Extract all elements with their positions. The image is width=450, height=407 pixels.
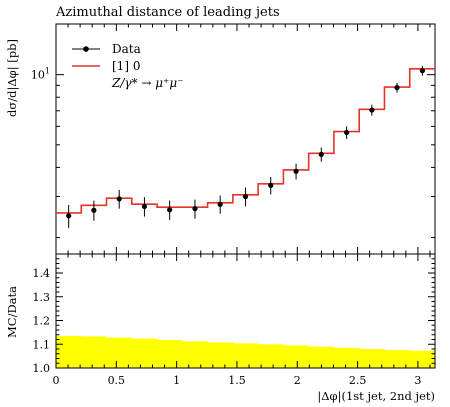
ratio-band-bin bbox=[81, 336, 107, 368]
data-point bbox=[192, 206, 198, 212]
data-point bbox=[318, 151, 324, 157]
y-tick-label: 101 bbox=[31, 67, 50, 82]
ratio-band-bin bbox=[333, 347, 360, 368]
ratio-band-bin bbox=[283, 345, 309, 368]
data-point bbox=[116, 196, 122, 202]
x-tick-label: 0 bbox=[53, 374, 60, 387]
x-axis-label: |Δφ|(1st jet, 2nd jet) bbox=[317, 389, 435, 404]
ratio-band-bin bbox=[359, 349, 385, 368]
ratio-band-bin bbox=[308, 346, 335, 368]
ratio-y-tick-label: 1.2 bbox=[33, 315, 51, 328]
data-point bbox=[141, 203, 148, 210]
data-point bbox=[293, 168, 299, 174]
ratio-band-bin bbox=[207, 342, 234, 368]
data-point bbox=[66, 213, 72, 219]
ratio-x-ticks: 0 0.5 1 1.5 2 2.5 3 bbox=[53, 254, 431, 387]
ratio-plot-panel: 1.0 1.1 1.2 1.3 1.4 0 0.5 1 1.5 2 2.5 3 bbox=[33, 253, 436, 387]
ratio-band-bin bbox=[157, 339, 183, 368]
y-tick-label-exponent: 1 bbox=[45, 67, 50, 76]
legend-data-marker bbox=[83, 46, 89, 52]
main-x-ticks bbox=[55, 24, 431, 254]
ratio-band-bin bbox=[258, 344, 284, 368]
legend: Data [1] 0 Z/γ* → μ⁺μ⁻ bbox=[72, 42, 184, 90]
x-tick-label: 1.5 bbox=[228, 374, 246, 387]
legend-entry-data: Data bbox=[112, 42, 141, 56]
data-point bbox=[91, 207, 97, 213]
ratio-band bbox=[56, 335, 436, 368]
ratio-band-bin bbox=[131, 338, 158, 368]
data-point bbox=[242, 193, 249, 200]
legend-entry-process: Z/γ* → μ⁺μ⁻ bbox=[111, 76, 184, 90]
x-tick-label: 3 bbox=[414, 374, 421, 387]
mc-histogram-line bbox=[56, 67, 436, 214]
y-tick-label-base: 10 bbox=[31, 69, 45, 82]
ratio-y-tick-label: 1.3 bbox=[33, 291, 51, 304]
ratio-y-tick-label: 1.4 bbox=[33, 267, 51, 280]
ratio-y-tick-label: 1.1 bbox=[33, 338, 51, 351]
x-tick-label: 2.5 bbox=[349, 374, 367, 387]
histogram-layer bbox=[56, 67, 436, 214]
data-point bbox=[394, 85, 400, 91]
ratio-band-bin bbox=[182, 341, 208, 368]
main-plot-panel: 101 Data [1] 0 Z/γ* → μ⁺μ⁻ bbox=[31, 23, 436, 255]
ratio-y-axis-label: MC/Data bbox=[5, 286, 19, 338]
x-tick-label: 2 bbox=[294, 374, 301, 387]
main-y-ticks: 101 bbox=[31, 67, 435, 239]
legend-entry-mc: [1] 0 bbox=[112, 59, 140, 73]
ratio-y-ticks: 1.0 1.1 1.2 1.3 1.4 bbox=[33, 253, 435, 375]
x-tick-label: 1 bbox=[173, 374, 180, 387]
data-points-layer bbox=[66, 65, 425, 228]
ratio-band-bin bbox=[106, 337, 133, 368]
ratio-band-bin bbox=[409, 350, 436, 368]
data-point bbox=[217, 201, 223, 207]
data-point bbox=[369, 107, 375, 113]
main-y-axis-label: dσ/d|Δφ| [pb] bbox=[5, 39, 20, 117]
x-tick-label: 0.5 bbox=[108, 374, 126, 387]
data-point bbox=[268, 182, 274, 188]
ratio-band-bin bbox=[384, 350, 411, 368]
chart-title: Azimuthal distance of leading jets bbox=[55, 5, 280, 20]
data-point bbox=[344, 129, 350, 136]
ratio-band-bin bbox=[56, 335, 82, 368]
data-point bbox=[167, 207, 173, 213]
data-point bbox=[419, 68, 425, 74]
ratio-y-tick-label: 1.0 bbox=[33, 362, 51, 375]
